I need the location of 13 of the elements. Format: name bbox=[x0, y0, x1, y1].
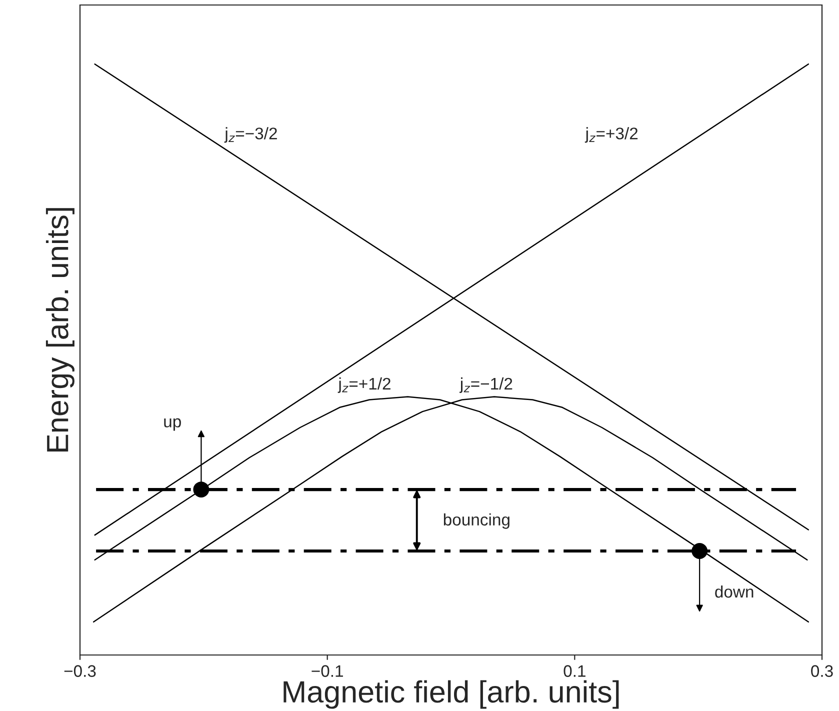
x-tick-label: −0.3 bbox=[64, 665, 96, 677]
y-axis-title: Energy [arb. units] bbox=[46, 208, 74, 452]
annotation: j$_{z}$=−3/2 bbox=[224, 127, 277, 143]
annotation: bouncing bbox=[444, 513, 510, 529]
annotation: j$_{z}$=+3/2 bbox=[584, 127, 638, 143]
x-tick-label: 0.3 bbox=[811, 665, 833, 677]
annotation: up bbox=[164, 418, 181, 431]
annotation: j$_{z}$=+1/2 bbox=[338, 377, 390, 393]
annotation: j$_{z}$=−1/2 bbox=[460, 377, 512, 393]
x-axis-title: Magnetic field [arb. units] bbox=[284, 680, 619, 709]
x-tick-label: 0.1 bbox=[564, 665, 586, 677]
x-tick-label: −0.1 bbox=[312, 665, 343, 677]
annotation: down bbox=[715, 585, 754, 598]
